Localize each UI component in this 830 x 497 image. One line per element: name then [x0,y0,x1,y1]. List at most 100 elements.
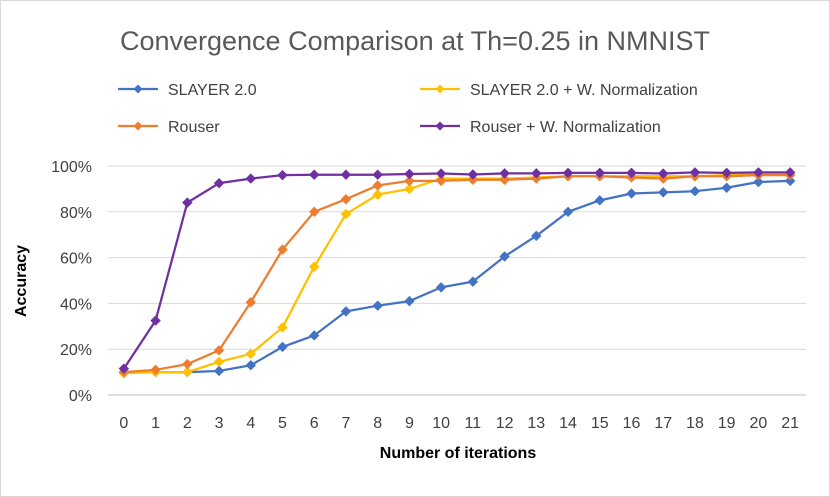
x-tick-label: 4 [246,415,255,432]
x-tick-label: 7 [342,415,351,432]
data-point [499,174,510,185]
y-tick-label: 40% [60,296,92,313]
legend-marker [133,84,143,94]
data-point [467,174,479,185]
data-point [404,175,415,187]
data-point [784,175,796,187]
data-point [689,185,701,197]
data-point [213,345,225,356]
legend-item: SLAYER 2.0 + W. Normalization [420,82,698,99]
x-tick-label: 2 [183,415,192,432]
data-point [467,276,479,287]
data-point [531,168,542,179]
data-point [435,168,447,179]
series-group [118,167,796,379]
data-point [689,167,701,178]
legend-marker [435,121,445,131]
x-tick-label: 0 [119,415,128,432]
data-point [213,356,225,368]
data-point [309,169,320,180]
data-point [277,322,288,333]
legend-label: SLAYER 2.0 [168,82,257,99]
data-point [118,363,130,374]
data-point [245,173,256,184]
data-point [245,348,256,359]
x-tick-label: 16 [623,415,641,432]
series-line [123,174,791,374]
data-point [309,206,320,218]
data-point [150,315,161,326]
data-point [340,169,352,180]
data-point [340,208,352,220]
legend-item: SLAYER 2.0 [118,82,257,99]
data-point [340,306,352,317]
legend-item: Rouser [118,119,220,136]
series-line [122,171,791,370]
x-axis-title: Number of iterations [380,445,537,462]
data-point [372,169,383,180]
gridlines [108,165,806,396]
x-tick-label: 1 [151,415,160,432]
data-point [277,169,288,181]
data-point [340,193,352,205]
y-tick-label: 20% [60,342,92,359]
data-point [372,300,383,311]
data-point [562,206,574,218]
x-tick-label: 9 [405,415,414,432]
data-point [182,197,193,208]
data-point [404,295,415,307]
data-point [182,358,193,370]
x-axis-ticks: 0 1 2 3 4 5 6 7 8 9 10 11 12 13 14 15 16 17 18 19 20 21 [119,415,799,432]
data-point [182,366,193,378]
data-point [245,360,256,371]
data-point [309,261,320,272]
data-point [435,175,447,187]
data-point [499,168,510,179]
data-point [721,167,732,179]
series-line [123,172,791,375]
legend-item: Rouser + W. Normalization [420,119,661,136]
data-point [531,230,542,242]
legend: SLAYER 2.0 SLAYER 2.0 + W. Normalization R… [118,82,698,136]
data-point [499,251,510,262]
data-point [626,188,637,199]
legend-label: SLAYER 2.0 + W. Normalization [470,82,698,99]
x-tick-label: 8 [373,415,382,432]
x-tick-label: 12 [496,415,514,432]
y-tick-label: 80% [60,205,92,222]
data-point [372,189,383,200]
x-tick-label: 14 [559,415,577,432]
data-point [213,177,225,189]
data-point [150,364,161,376]
data-point [309,330,320,341]
x-tick-label: 6 [310,415,319,432]
x-tick-label: 19 [718,415,736,432]
data-point [245,297,256,308]
x-tick-label: 18 [686,415,704,432]
legend-marker [435,84,445,94]
legend-marker [133,121,143,131]
data-point [562,167,574,179]
x-tick-label: 11 [465,415,482,432]
x-tick-label: 21 [781,415,799,432]
data-point [721,182,732,193]
data-point [626,167,637,179]
data-point [372,180,383,191]
x-tick-label: 5 [278,415,287,432]
series-rouser-w-normalization [118,167,796,374]
x-tick-label: 3 [215,415,224,432]
data-point [658,168,669,179]
data-point [277,244,288,255]
x-tick-label: 10 [432,415,450,432]
data-point [467,169,479,180]
y-tick-label: 100% [51,159,92,176]
data-point [531,173,542,184]
y-tick-label: 60% [60,251,92,268]
chart-title: Convergence Comparison at Th=0.25 in NMN… [120,26,710,56]
legend-label: Rouser [168,119,220,136]
y-axis-title: Accuracy [13,245,30,317]
y-axis-ticks: 0% 20% 40% 60% 80% 100% [51,159,92,405]
data-point [404,168,415,180]
x-tick-label: 17 [654,415,672,432]
